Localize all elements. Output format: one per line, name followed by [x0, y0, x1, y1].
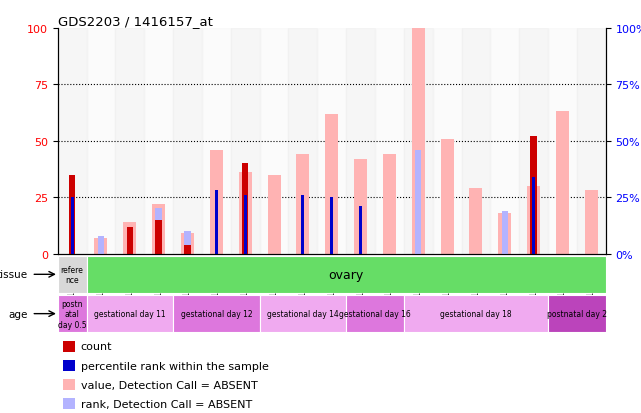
Bar: [58, 29, 87, 254]
Bar: [58, 256, 87, 293]
Bar: [144, 29, 173, 254]
Bar: [63, 380, 75, 390]
Bar: [63, 341, 75, 352]
Bar: [440, 139, 454, 254]
Bar: [404, 295, 548, 332]
Bar: [87, 29, 115, 254]
Text: gestational day 12: gestational day 12: [181, 309, 252, 318]
Bar: [556, 112, 569, 254]
Bar: [317, 29, 346, 254]
Bar: [156, 220, 162, 254]
Bar: [375, 29, 404, 254]
Bar: [498, 214, 512, 254]
Bar: [115, 29, 144, 254]
Bar: [301, 195, 304, 254]
Bar: [71, 198, 74, 254]
Text: gestational day 18: gestational day 18: [440, 309, 512, 318]
Bar: [267, 175, 281, 254]
Text: GDS2203 / 1416157_at: GDS2203 / 1416157_at: [58, 15, 213, 28]
Bar: [98, 236, 104, 254]
Bar: [383, 155, 396, 254]
Bar: [462, 29, 490, 254]
Bar: [123, 223, 137, 254]
Bar: [325, 114, 338, 254]
Text: percentile rank within the sample: percentile rank within the sample: [81, 361, 269, 370]
Text: refere
nce: refere nce: [61, 265, 83, 284]
Bar: [433, 29, 462, 254]
Bar: [260, 295, 346, 332]
Text: postn
atal
day 0.5: postn atal day 0.5: [58, 299, 87, 329]
Bar: [359, 207, 362, 254]
Bar: [330, 198, 333, 254]
Bar: [519, 29, 548, 254]
Bar: [469, 189, 483, 254]
Bar: [244, 195, 247, 254]
Bar: [346, 295, 404, 332]
Bar: [231, 29, 260, 254]
Bar: [354, 159, 367, 254]
Bar: [532, 178, 535, 254]
Text: gestational day 14: gestational day 14: [267, 309, 338, 318]
Bar: [202, 29, 231, 254]
Bar: [502, 211, 508, 254]
Text: count: count: [81, 342, 112, 351]
Text: gestational day 11: gestational day 11: [94, 309, 165, 318]
Bar: [69, 175, 75, 254]
Bar: [296, 155, 310, 254]
Bar: [412, 29, 425, 254]
Bar: [185, 245, 190, 254]
Text: postnatal day 2: postnatal day 2: [547, 309, 607, 318]
Bar: [152, 204, 165, 254]
Bar: [531, 137, 537, 254]
Bar: [242, 164, 248, 254]
Bar: [94, 238, 108, 254]
Text: ovary: ovary: [329, 268, 363, 281]
Text: rank, Detection Call = ABSENT: rank, Detection Call = ABSENT: [81, 399, 252, 409]
Bar: [185, 231, 190, 254]
Bar: [346, 29, 375, 254]
Bar: [210, 150, 223, 254]
Text: gestational day 16: gestational day 16: [339, 309, 411, 318]
Bar: [404, 29, 433, 254]
Bar: [215, 191, 218, 254]
Bar: [548, 29, 577, 254]
Bar: [415, 150, 421, 254]
Bar: [577, 29, 606, 254]
Bar: [156, 209, 162, 254]
Bar: [87, 295, 173, 332]
Bar: [238, 173, 252, 254]
Bar: [63, 399, 75, 409]
Bar: [173, 295, 260, 332]
Bar: [63, 360, 75, 371]
Bar: [585, 191, 598, 254]
Bar: [127, 227, 133, 254]
Bar: [181, 234, 194, 254]
Bar: [173, 29, 202, 254]
Text: tissue: tissue: [0, 270, 28, 280]
Text: value, Detection Call = ABSENT: value, Detection Call = ABSENT: [81, 380, 258, 390]
Bar: [527, 187, 540, 254]
Bar: [490, 29, 519, 254]
Bar: [260, 29, 288, 254]
Bar: [548, 295, 606, 332]
Text: age: age: [8, 309, 28, 319]
Bar: [288, 29, 317, 254]
Bar: [58, 295, 87, 332]
